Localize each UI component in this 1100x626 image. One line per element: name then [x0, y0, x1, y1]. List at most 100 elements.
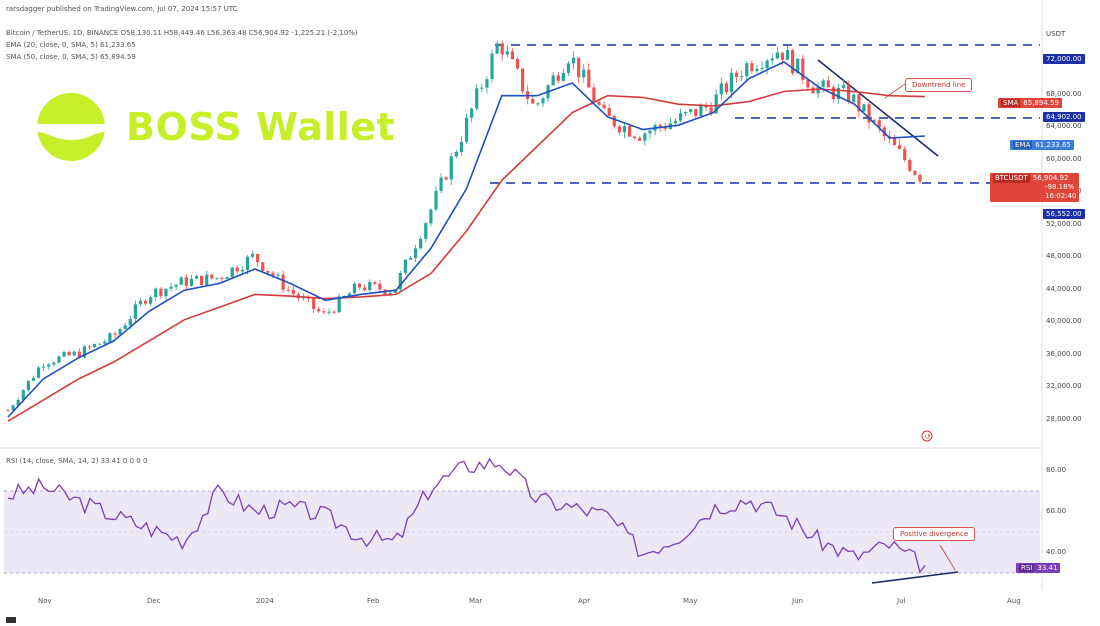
- ema-badge-value: 61,233.65: [1035, 141, 1071, 149]
- candle-body: [765, 60, 769, 69]
- x-label-2024: 2024: [256, 597, 274, 605]
- candle-body: [678, 113, 683, 121]
- candle-body: [627, 125, 632, 137]
- candle-body: [138, 300, 143, 305]
- candle-body: [454, 151, 458, 157]
- candle-body: [714, 94, 718, 114]
- ema-price-badge: EMA 61,233.65: [1010, 140, 1074, 150]
- candle-body: [485, 79, 489, 88]
- x-label-nov: Nov: [38, 597, 52, 605]
- candle-body: [801, 58, 805, 80]
- candle-body: [638, 138, 642, 141]
- candle-body: [648, 130, 652, 134]
- publisher-line: rarsdagger published on TradingView.com,…: [6, 5, 238, 13]
- candle-body: [256, 253, 260, 263]
- candle-body: [159, 288, 163, 297]
- candle-body: [108, 333, 112, 342]
- candle-body: [475, 88, 479, 109]
- candle-body: [93, 344, 97, 348]
- candle-body: [541, 98, 545, 104]
- candle-body: [332, 311, 336, 313]
- candle-body: [556, 75, 560, 81]
- candle-body: [281, 274, 285, 290]
- candle-body: [913, 171, 917, 175]
- candle-body: [836, 87, 841, 100]
- candle-body: [225, 277, 229, 279]
- candle-body: [403, 259, 408, 273]
- candle-body: [867, 104, 871, 123]
- sma-badge-tag: SMA: [1001, 99, 1021, 107]
- candle-body: [291, 289, 295, 295]
- candle-body: [724, 83, 728, 93]
- candle-body: [128, 318, 132, 326]
- candle-body: [566, 63, 571, 73]
- candle-body: [21, 390, 25, 401]
- candle-body: [597, 101, 601, 105]
- candle-body: [230, 267, 234, 278]
- candle-body: [449, 156, 453, 180]
- tv-logo-icon: [6, 617, 16, 623]
- replay-icon-glyph: ↺: [925, 433, 931, 441]
- downtrend-callout: Downtrend line: [905, 78, 973, 92]
- candle-body: [408, 257, 413, 260]
- candle-body: [816, 86, 820, 94]
- candle-body: [266, 270, 270, 273]
- candle-body: [775, 52, 779, 59]
- candle-body: [36, 367, 41, 378]
- candle-body: [847, 85, 851, 102]
- candle-body: [699, 105, 703, 116]
- candle-body: [52, 362, 56, 365]
- candle-body: [378, 283, 382, 290]
- candle-body: [67, 351, 71, 356]
- divergence-line: [871, 571, 959, 584]
- candle-body: [607, 108, 611, 116]
- candle-body: [419, 238, 423, 249]
- candle-body: [189, 278, 194, 286]
- candle-body: [622, 125, 627, 133]
- candle-body: [520, 68, 525, 92]
- candle-body: [286, 289, 290, 291]
- candle-body: [821, 80, 825, 87]
- rsi-tick-80: 80.00: [1046, 466, 1067, 474]
- price-tick-1: 68,000.00: [1046, 89, 1082, 98]
- candle-body: [755, 68, 759, 72]
- candle-body: [480, 87, 484, 89]
- rsi-legend: RSI (14, close, SMA, 14, 2) 33.41 0 0 0 …: [6, 457, 148, 465]
- candle-body: [510, 51, 515, 59]
- rsi-badge-tag: RSI: [1019, 564, 1035, 572]
- candle-body: [877, 120, 881, 128]
- candle-body: [179, 277, 183, 285]
- candle-body: [577, 57, 581, 78]
- level-64902-badge: 64,902.00: [1043, 112, 1085, 122]
- candle-body: [413, 248, 418, 258]
- price-tick-11: 28,000.00: [1046, 414, 1082, 423]
- candle-body: [98, 343, 102, 345]
- rsi-tick-40: 40.00: [1046, 548, 1067, 556]
- candle-body: [184, 277, 188, 286]
- candle-body: [551, 75, 555, 86]
- candle-body: [796, 58, 800, 74]
- candle-body: [791, 50, 795, 74]
- candle-body: [57, 356, 61, 363]
- candle-body: [536, 103, 540, 105]
- candle-body: [841, 85, 846, 88]
- candle-body: [444, 177, 448, 180]
- candle-body: [42, 366, 46, 368]
- candle-body: [11, 405, 15, 411]
- candle-body: [429, 209, 433, 224]
- candle-body: [261, 262, 265, 271]
- currency-label: USDT: [1046, 30, 1066, 38]
- candle-body: [174, 284, 178, 287]
- rsi-badge: RSI 33.41: [1016, 563, 1061, 573]
- candle-body: [734, 72, 739, 77]
- candle-body: [770, 58, 774, 61]
- candle-body: [903, 148, 907, 160]
- candle-body: [82, 346, 87, 358]
- candle-body: [612, 115, 616, 127]
- sma-badge-value: 65,894.59: [1023, 99, 1059, 107]
- candle-body: [633, 136, 637, 139]
- candle-body: [719, 83, 723, 95]
- rsi-tick-60: 60.00: [1046, 507, 1067, 515]
- candle-body: [301, 297, 306, 299]
